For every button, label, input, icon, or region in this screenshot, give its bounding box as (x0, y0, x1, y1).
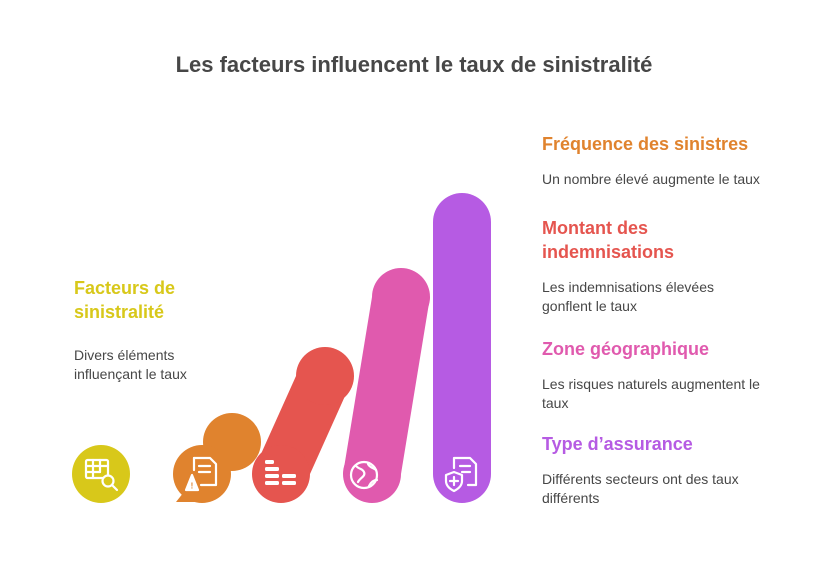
factor-heading: Fréquence des sinistres (542, 134, 749, 154)
globe-icon (349, 460, 379, 490)
coin-stack-icon (265, 460, 296, 485)
factor-heading: Zone géographique (542, 339, 710, 359)
factor-description: Différents secteurs ont des taux différe… (542, 471, 739, 506)
factor-heading: Montant des indemnisations (542, 218, 675, 262)
bar-zone (343, 445, 401, 503)
document-shield-icon (444, 456, 478, 493)
bar-montant (252, 445, 310, 503)
bar-frequence (173, 445, 231, 503)
factor-frequence: Fréquence des sinistres Un nombre élevé … (542, 132, 792, 189)
root-description: Divers éléments influençant le taux (74, 347, 187, 382)
table-search-icon (84, 458, 119, 492)
factor-description: Un nombre élevé augmente le taux (542, 171, 760, 187)
factor-description: Les risques naturels augmentent le taux (542, 376, 760, 411)
factor-heading: Type d’assurance (542, 434, 693, 454)
factor-zone: Zone géographique Les risques naturels a… (542, 337, 792, 413)
document-warning-icon (184, 456, 218, 492)
factor-description: Les indemnisations élevées gonflent le t… (542, 279, 714, 314)
root-factor: Facteurs de sinistralité Divers éléments… (74, 276, 244, 384)
page-title: Les facteurs influencent le taux de sini… (175, 52, 653, 77)
factor-montant: Montant des indemnisations Les indemnisa… (542, 216, 792, 316)
factor-type: Type d’assurance Différents secteurs ont… (542, 432, 792, 508)
bar-type (433, 193, 491, 503)
svg-text:!: ! (191, 482, 194, 491)
root-heading: Facteurs de sinistralité (74, 278, 176, 322)
root-circle (72, 445, 130, 503)
